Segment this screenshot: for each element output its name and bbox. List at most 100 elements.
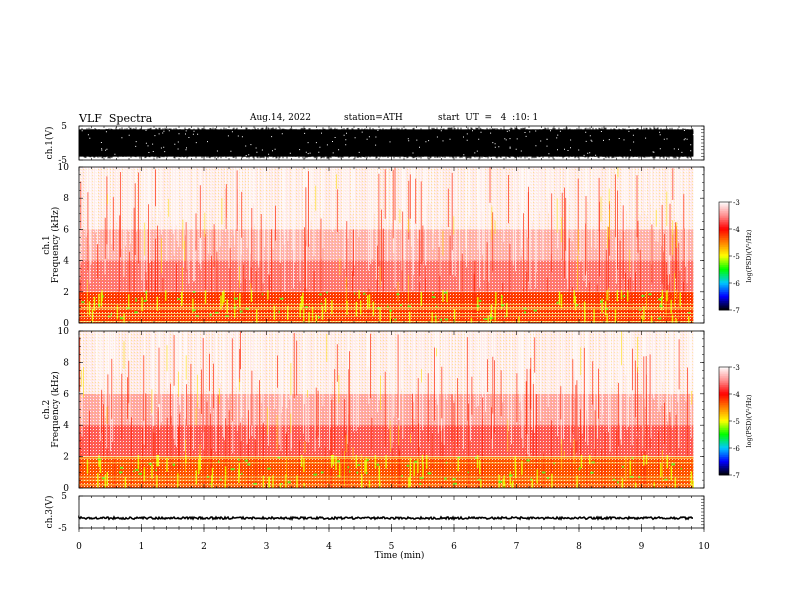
- colorbar-segment: [719, 221, 729, 224]
- colorbar-segment: [719, 239, 729, 242]
- colorbar-segment: [719, 403, 729, 406]
- colorbar-segment: [719, 392, 729, 395]
- colorbar-segment: [719, 473, 729, 476]
- colorbar-segment: [719, 220, 729, 223]
- colorbar-segment: [719, 308, 729, 311]
- colorbar-segment: [719, 223, 729, 226]
- x-tick-label: 7: [514, 542, 520, 552]
- colorbar-segment: [719, 388, 729, 391]
- y-tick-label: 6: [63, 390, 69, 400]
- colorbar-segment: [719, 266, 729, 269]
- colorbar-tick-label: -3: [733, 364, 740, 372]
- colorbar-segment: [719, 458, 729, 461]
- colorbar-segment: [719, 467, 729, 470]
- x-ticks: [78, 126, 705, 160]
- ch3-waveform-frame: [78, 495, 705, 529]
- y-tick-label: 6: [63, 225, 69, 235]
- colorbar-segment: [719, 464, 729, 467]
- colorbar-segment: [719, 446, 729, 449]
- colorbar-segment: [719, 230, 729, 233]
- colorbar-segment: [719, 281, 729, 284]
- colorbar-segment: [719, 259, 729, 262]
- colorbar-segment: [719, 286, 729, 289]
- colorbar-segment: [719, 274, 729, 277]
- colorbar-segment: [719, 234, 729, 237]
- colorbar-segment: [719, 428, 729, 431]
- colorbar-segment: [719, 295, 729, 298]
- y-tick-label: 8: [63, 194, 69, 204]
- x-tick-label: 1: [139, 542, 145, 552]
- x-ticks: [78, 496, 705, 528]
- ch3-waveform-trace: [78, 515, 693, 521]
- start-time-label: start UT = 4 :10: 1: [438, 113, 539, 123]
- y-tick-label: 8: [63, 358, 69, 368]
- ch2-spectrogram-colorbar: -3 -4 -5 -6 -7 log(PSD)(V²/Hz): [718, 364, 753, 480]
- colorbar-segment: [719, 410, 729, 413]
- colorbar-segment: [719, 412, 729, 415]
- colorbar-segment: [719, 381, 729, 384]
- colorbar-tick-label: -6: [733, 445, 740, 453]
- x-tick-label: 2: [201, 542, 207, 552]
- colorbar-segment: [719, 439, 729, 442]
- chart-title: VLF Spectra: [79, 112, 153, 125]
- colorbar-segment: [719, 227, 729, 230]
- colorbar-segment: [719, 455, 729, 458]
- colorbar-segment: [719, 469, 729, 472]
- y-tick-label: -5: [58, 156, 67, 166]
- colorbar-segment: [719, 442, 729, 445]
- colorbar-segment: [719, 377, 729, 380]
- colorbar-segment: [719, 395, 729, 398]
- channel-label: ch.2: [42, 400, 52, 419]
- colorbar-segment: [719, 462, 729, 465]
- colorbar-segment: [719, 270, 729, 273]
- y-axis-label: Frequency (kHz): [50, 207, 61, 284]
- colorbar-segment: [719, 256, 729, 259]
- white-streaks: [81, 331, 693, 457]
- colorbar-segment: [719, 283, 729, 286]
- colorbar-segment: [719, 245, 729, 248]
- date-label: Aug.14, 2022: [250, 113, 311, 123]
- colorbar-segment: [719, 368, 729, 371]
- colorbar-segment: [719, 306, 729, 309]
- colorbar-segment: [719, 399, 729, 402]
- colorbar-segment: [719, 279, 729, 282]
- colorbar-segment: [719, 419, 729, 422]
- colorbar-segment: [719, 370, 729, 373]
- y-tick-label: 5: [61, 492, 67, 502]
- colorbar-segment: [719, 302, 729, 305]
- x-tick-label: 10: [698, 542, 710, 552]
- colorbar-segment: [719, 272, 729, 275]
- y-tick-label: 5: [61, 122, 67, 132]
- colorbar-label: log(PSD)(V²/Hz): [745, 394, 753, 447]
- colorbar-segment: [719, 203, 729, 206]
- colorbar-segment: [719, 440, 729, 443]
- y-tick-label: -5: [58, 524, 67, 534]
- colorbar-segment: [719, 250, 729, 253]
- colorbar-segment: [719, 417, 729, 420]
- colorbar-tick-label: -4: [733, 391, 740, 399]
- ch1-spectrogram-colorbar: -3 -4 -5 -6 -7 log(PSD)(V²/Hz): [718, 199, 753, 315]
- colorbar-segment: [719, 383, 729, 386]
- colorbar-segment: [719, 422, 729, 425]
- x-tick-label: 6: [451, 542, 457, 552]
- x-axis-label: Time (min): [375, 550, 425, 561]
- colorbar-tick-label: -7: [733, 472, 740, 480]
- y-axis-label: ch.1(V): [44, 127, 55, 160]
- colorbar-segment: [719, 390, 729, 393]
- colorbar-segment: [719, 404, 729, 407]
- y-tick-label: 10: [58, 163, 70, 173]
- colorbar-segment: [719, 292, 729, 295]
- y-tick-label: 10: [58, 327, 70, 337]
- colorbar-segment: [719, 460, 729, 463]
- red-streaks: [79, 331, 688, 488]
- colorbar-segment: [719, 453, 729, 456]
- colorbar-segment: [719, 372, 729, 375]
- colorbar-segment: [719, 424, 729, 427]
- colorbar-segment: [719, 205, 729, 208]
- ch1-waveform-trace: [78, 127, 694, 159]
- x-tick-label: 8: [576, 542, 582, 552]
- colorbar-segment: [719, 265, 729, 268]
- colorbar-tick-label: -6: [733, 280, 740, 288]
- waveform-gaps: [81, 129, 694, 156]
- colorbar-segment: [719, 401, 729, 404]
